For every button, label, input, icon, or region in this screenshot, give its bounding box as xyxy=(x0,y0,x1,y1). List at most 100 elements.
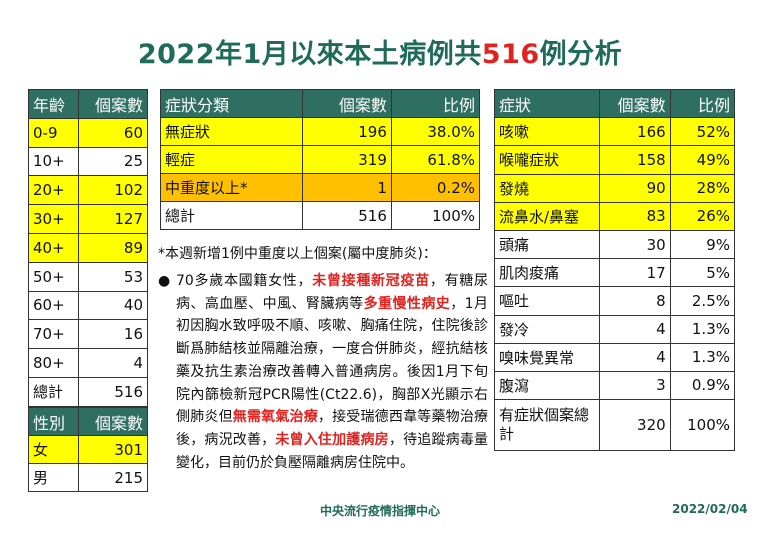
symptom-ratio: 100% xyxy=(669,399,736,452)
severity-label: 總計 xyxy=(159,201,304,230)
symptom-label: 肌肉痠痛 xyxy=(494,258,600,288)
symptom-ratio: 1.3% xyxy=(669,314,736,344)
age-count: 102 xyxy=(77,175,149,206)
symptom-header-ratio: 比例 xyxy=(669,88,736,119)
age-row: 10+ 25 xyxy=(28,146,149,177)
symptom-row: 有症狀個案總計 320 100% xyxy=(494,399,736,452)
severity-header-ratio: 比例 xyxy=(390,89,481,118)
age-label: 10+ xyxy=(28,146,79,177)
severity-table: 症狀分類 個案數 比例 無症狀 196 38.0% 輕症 319 61.8% 中重度以上* 1… xyxy=(159,89,481,230)
age-count: 127 xyxy=(77,204,149,234)
note-emphasis: 多重慢性病史 xyxy=(363,295,451,312)
severity-row: 無症狀 196 38.0% xyxy=(159,117,481,146)
age-row: 50+ 53 xyxy=(28,261,149,292)
age-label: 20+ xyxy=(28,175,79,206)
symptom-row: 咳嗽 166 52% xyxy=(494,117,736,147)
symptom-count: 90 xyxy=(599,173,671,203)
symptom-count: 83 xyxy=(599,201,671,231)
note-text: ，1月初因胸水致呼吸不順、咳嗽、胸痛住院，住院後診斷爲肺結核並隔離治療，一度合併… xyxy=(176,295,488,426)
age-count: 89 xyxy=(77,232,149,263)
symptom-ratio: 28% xyxy=(669,173,736,203)
age-count: 25 xyxy=(77,146,149,177)
symptom-ratio: 2.5% xyxy=(669,286,736,316)
symptom-ratio: 9% xyxy=(669,229,736,260)
severity-ratio: 100% xyxy=(390,201,481,230)
symptom-row: 肌肉痠痛 17 5% xyxy=(494,258,736,288)
note-text: 70多歲本國籍女性， xyxy=(176,273,313,289)
age-row: 80+ 4 xyxy=(28,348,149,378)
symptom-row: 發燒 90 28% xyxy=(494,173,736,203)
symptom-label: 嘔吐 xyxy=(494,286,600,316)
symptom-header-label: 症狀 xyxy=(494,88,600,119)
symptom-row: 流鼻水/鼻塞 83 26% xyxy=(494,201,736,231)
symptom-label: 頭痛 xyxy=(494,229,600,260)
age-table: 年齡 個案數 0-9 60 10+ 25 20+ 102 30+ 127 40+ 89 50+ 53 6… xyxy=(28,89,149,407)
severity-header-count: 個案數 xyxy=(302,89,392,118)
age-table-body: 0-9 60 10+ 25 20+ 102 30+ 127 40+ 89 50+ 53 60+ 40 70+… xyxy=(28,117,149,407)
symptom-ratio: 26% xyxy=(669,201,736,231)
symptom-ratio: 52% xyxy=(669,117,736,147)
severity-header-label: 症狀分類 xyxy=(159,89,304,118)
age-label: 50+ xyxy=(28,261,79,292)
symptom-row: 嗅味覺異常 4 1.3% xyxy=(494,342,736,372)
symptom-table-body: 咳嗽 166 52% 喉嚨症狀 158 49% 發燒 90 28% 流鼻水/鼻塞 83 26% 頭痛 30… xyxy=(494,117,736,452)
severity-row: 總計 516 100% xyxy=(159,201,481,230)
sex-header-count: 個案數 xyxy=(77,407,149,436)
severity-count: 1 xyxy=(302,173,392,202)
note-text: ，待追蹤病毒量變化，目前仍於負壓隔離病房住院中。 xyxy=(176,431,489,471)
severity-label: 中重度以上* xyxy=(159,173,304,202)
age-row: 40+ 89 xyxy=(28,232,149,263)
severity-count: 516 xyxy=(302,201,392,230)
symptom-ratio: 49% xyxy=(669,145,736,175)
symptom-count: 158 xyxy=(599,145,671,175)
note-heading: *本週新增1例中重度以上個案(屬中度肺炎)： xyxy=(158,246,437,262)
symptom-ratio: 5% xyxy=(669,258,736,288)
symptom-ratio: 1.3% xyxy=(669,342,736,372)
symptom-label: 有症狀個案總計 xyxy=(494,399,600,452)
sex-table: 性別 個案數 女 301 男 215 xyxy=(28,407,149,492)
age-label: 總計 xyxy=(28,376,79,407)
symptom-count: 30 xyxy=(599,229,671,260)
symptom-label: 咳嗽 xyxy=(494,117,600,147)
age-row: 總計 516 xyxy=(28,376,149,407)
footer-date: 2022/02/04 xyxy=(672,502,748,516)
symptom-count: 4 xyxy=(599,342,671,372)
note-text: ，接受瑞德西韋等藥物治療後，病況改善， xyxy=(176,409,489,448)
age-row: 70+ 16 xyxy=(28,319,149,350)
page-title: 2022年1月以來本土病例共516例分析 xyxy=(0,32,760,71)
symptom-count: 320 xyxy=(599,399,671,452)
symptom-count: 166 xyxy=(599,117,671,147)
sex-label: 男 xyxy=(28,463,79,492)
age-label: 40+ xyxy=(28,232,79,263)
case-note-body: 70多歲本國籍女性，未曾接種新冠疫苗，有糖尿病、高血壓、中風、腎臟病等多重慢性病… xyxy=(176,270,488,474)
note-emphasis: 未曾接種新冠疫苗 xyxy=(312,273,430,289)
sex-count: 215 xyxy=(77,463,149,492)
symptom-row: 腹瀉 3 0.9% xyxy=(494,370,736,401)
symptom-row: 喉嚨症狀 158 49% xyxy=(494,145,736,175)
title-suffix: 例分析 xyxy=(539,39,623,70)
footer-org: 中央流行疫情指揮中心 xyxy=(319,504,440,518)
case-note: ● 70多歲本國籍女性，未曾接種新冠疫苗，有糖尿病、高血壓、中風、腎臟病等多重慢… xyxy=(158,270,488,474)
severity-ratio: 0.2% xyxy=(390,173,481,202)
age-header-label: 年齡 xyxy=(28,89,79,119)
sex-label: 女 xyxy=(28,435,79,464)
bullet-icon: ● xyxy=(158,273,171,289)
age-label: 70+ xyxy=(28,319,79,350)
symptom-label: 喉嚨症狀 xyxy=(494,145,600,175)
severity-label: 輕症 xyxy=(159,145,304,174)
symptom-label: 發燒 xyxy=(494,173,600,203)
severity-label: 無症狀 xyxy=(159,117,304,146)
sex-table-body: 女 301 男 215 xyxy=(28,435,149,492)
symptom-count: 17 xyxy=(599,258,671,288)
sex-row: 女 301 xyxy=(28,435,149,464)
age-row: 20+ 102 xyxy=(28,175,149,206)
age-count: 16 xyxy=(77,319,149,350)
title-highlight: 516 xyxy=(481,39,540,70)
sex-count: 301 xyxy=(77,435,149,464)
symptom-label: 腹瀉 xyxy=(494,370,600,401)
severity-row: 中重度以上* 1 0.2% xyxy=(159,173,481,202)
age-count: 516 xyxy=(77,376,149,407)
title-prefix: 2022年1月以來本土病例共 xyxy=(137,39,482,70)
severity-table-body: 無症狀 196 38.0% 輕症 319 61.8% 中重度以上* 1 0.2% 總計 516 100… xyxy=(159,117,481,230)
age-label: 0-9 xyxy=(28,117,79,148)
